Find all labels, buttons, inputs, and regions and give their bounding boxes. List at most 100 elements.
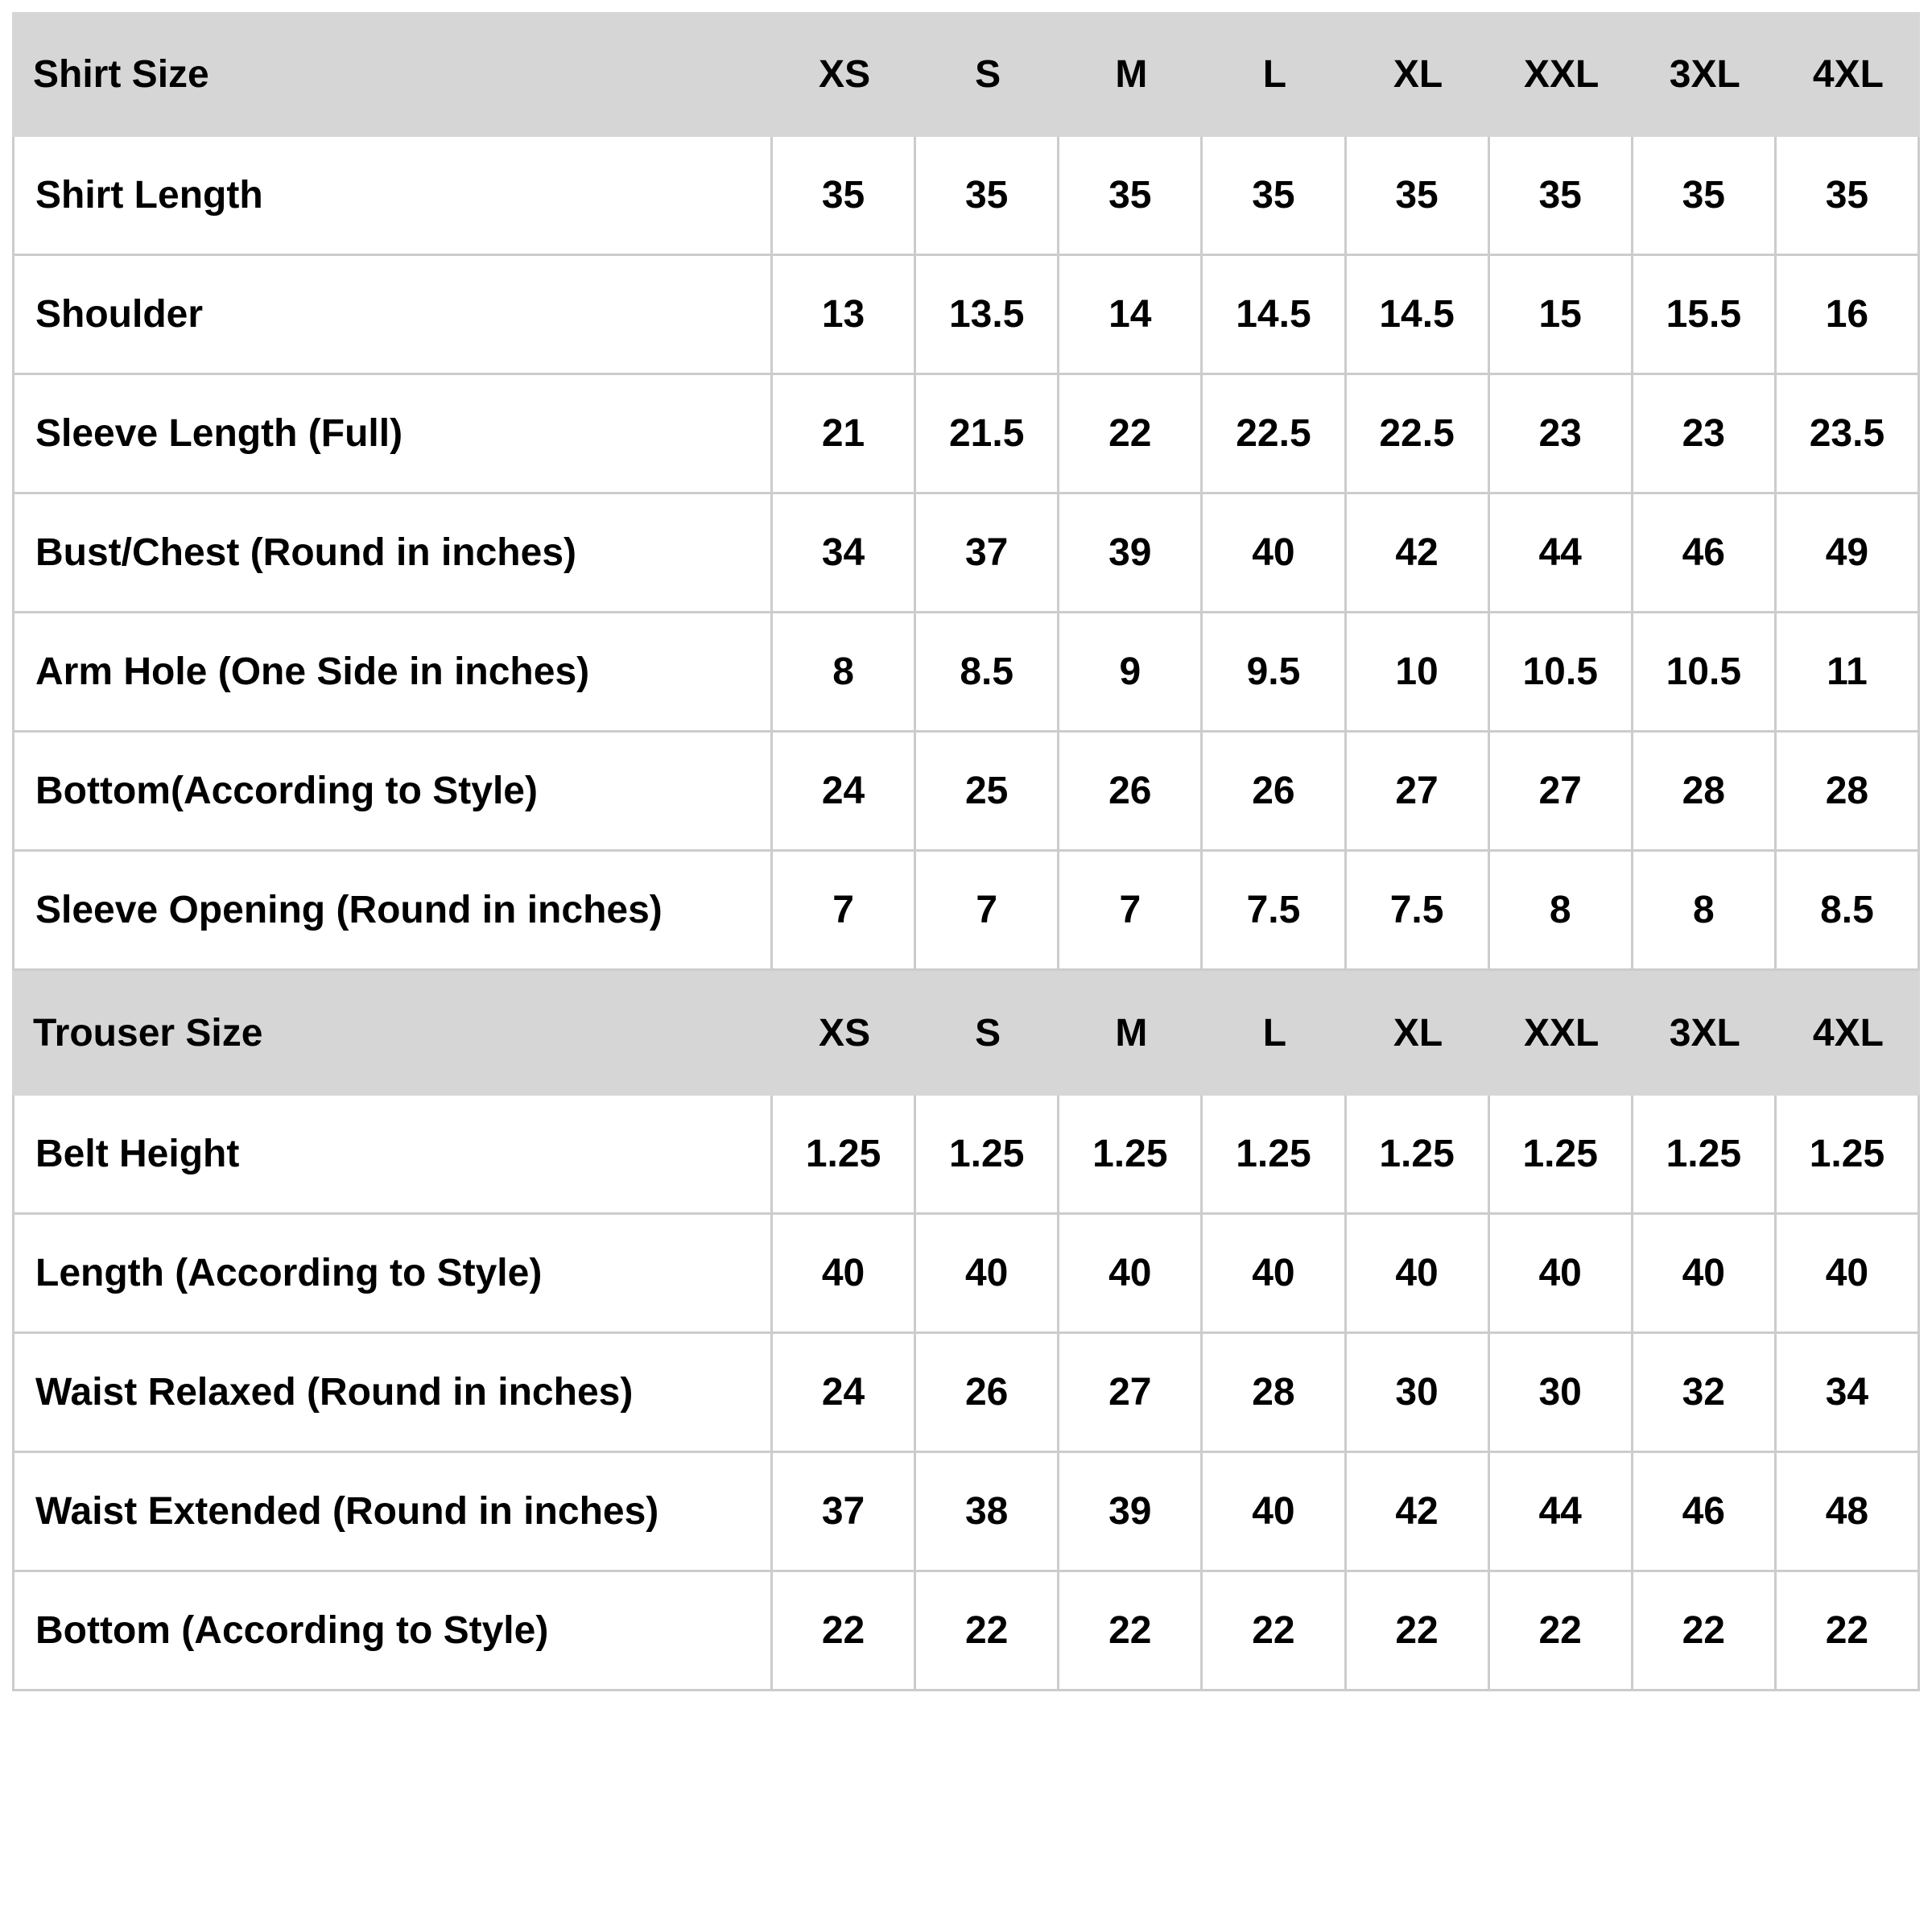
cell-value: 8 (1633, 852, 1777, 968)
cell-value: 38 (916, 1453, 1060, 1570)
cell-value: 35 (1059, 137, 1203, 254)
cell-value: 1.25 (1203, 1096, 1347, 1212)
cell-value: 44 (1490, 1453, 1633, 1570)
cell-value: 10.5 (1633, 613, 1777, 730)
cell-value: 1.25 (1777, 1096, 1920, 1212)
cell-value: 13 (773, 256, 917, 373)
cell-value: 23 (1633, 375, 1777, 492)
size-column-header-xs: XS (819, 1012, 871, 1055)
cell-value: 8 (773, 613, 917, 730)
cell-value: 10.5 (1490, 613, 1633, 730)
row-label: Length (According to Style) (12, 1215, 773, 1331)
row-label: Shoulder (12, 256, 773, 373)
cell-value: 28 (1633, 733, 1777, 849)
trouser-row-belt-height: Belt Height 1.25 1.25 1.25 1.25 1.25 1.2… (12, 1096, 1920, 1215)
cell-value: 44 (1490, 494, 1633, 611)
cell-value: 10 (1347, 613, 1490, 730)
cell-value: 30 (1347, 1334, 1490, 1451)
cell-value: 49 (1777, 494, 1920, 611)
row-label: Sleeve Length (Full) (12, 375, 773, 492)
size-column-header-s: S (975, 1012, 1001, 1055)
cell-value: 14.5 (1203, 256, 1347, 373)
cell-value: 23 (1490, 375, 1633, 492)
cell-value: 14.5 (1347, 256, 1490, 373)
cell-value: 22 (1347, 1572, 1490, 1689)
row-label: Sleeve Opening (Round in inches) (12, 852, 773, 968)
size-column-header-xl: XL (1393, 1012, 1443, 1055)
cell-value: 14 (1059, 256, 1203, 373)
row-label: Bust/Chest (Round in inches) (12, 494, 773, 611)
cell-value: 35 (1777, 137, 1920, 254)
cell-value: 7.5 (1203, 852, 1347, 968)
cell-value: 7 (916, 852, 1060, 968)
cell-value: 21 (773, 375, 917, 492)
shirt-row-bottom: Bottom(According to Style) 24 25 26 26 2… (12, 733, 1920, 852)
cell-value: 1.25 (773, 1096, 917, 1212)
cell-value: 35 (1347, 137, 1490, 254)
cell-value: 22 (1633, 1572, 1777, 1689)
cell-value: 22 (1777, 1572, 1920, 1689)
cell-value: 24 (773, 733, 917, 849)
cell-value: 35 (1490, 137, 1633, 254)
cell-value: 34 (773, 494, 917, 611)
cell-value: 1.25 (916, 1096, 1060, 1212)
cell-value: 15.5 (1633, 256, 1777, 373)
cell-value: 11 (1777, 613, 1920, 730)
size-column-header-3xl: 3XL (1669, 53, 1740, 96)
cell-value: 27 (1490, 733, 1633, 849)
size-column-header-4xl: 4XL (1812, 1012, 1884, 1055)
cell-value: 40 (1777, 1215, 1920, 1331)
cell-value: 1.25 (1490, 1096, 1633, 1212)
cell-value: 22 (773, 1572, 917, 1689)
cell-value: 40 (916, 1215, 1060, 1331)
cell-value: 46 (1633, 1453, 1777, 1570)
cell-value: 25 (916, 733, 1060, 849)
row-label: Waist Relaxed (Round in inches) (12, 1334, 773, 1451)
cell-value: 37 (916, 494, 1060, 611)
size-column-header-xl: XL (1393, 53, 1443, 96)
cell-value: 35 (916, 137, 1060, 254)
shirt-section-title: Shirt Size (33, 53, 209, 96)
cell-value: 22 (916, 1572, 1060, 1689)
cell-value: 40 (1203, 494, 1347, 611)
trouser-row-waist-extended: Waist Extended (Round in inches) 37 38 3… (12, 1453, 1920, 1572)
cell-value: 27 (1347, 733, 1490, 849)
shirt-row-bust-chest: Bust/Chest (Round in inches) 34 37 39 40… (12, 494, 1920, 613)
row-label: Bottom (According to Style) (12, 1572, 773, 1689)
size-column-header-3xl: 3XL (1669, 1012, 1740, 1055)
cell-value: 37 (773, 1453, 917, 1570)
shirt-row-shirt-length: Shirt Length 35 35 35 35 35 35 35 35 (12, 137, 1920, 256)
cell-value: 35 (1633, 137, 1777, 254)
size-column-header-xxl: XXL (1524, 1012, 1600, 1055)
cell-value: 39 (1059, 1453, 1203, 1570)
cell-value: 22.5 (1347, 375, 1490, 492)
cell-value: 24 (773, 1334, 917, 1451)
cell-value: 1.25 (1347, 1096, 1490, 1212)
cell-value: 42 (1347, 1453, 1490, 1570)
size-column-header-xs: XS (819, 53, 871, 96)
cell-value: 42 (1347, 494, 1490, 611)
cell-value: 9 (1059, 613, 1203, 730)
cell-value: 48 (1777, 1453, 1920, 1570)
size-column-header-m: M (1115, 1012, 1148, 1055)
cell-value: 26 (1059, 733, 1203, 849)
cell-value: 40 (1347, 1215, 1490, 1331)
size-chart-table: Shirt Size XS S M L XL XXL 3XL 4XL Shirt… (12, 12, 1920, 1691)
cell-value: 23.5 (1777, 375, 1920, 492)
cell-value: 7.5 (1347, 852, 1490, 968)
shirt-row-shoulder: Shoulder 13 13.5 14 14.5 14.5 15 15.5 16 (12, 256, 1920, 375)
row-label: Arm Hole (One Side in inches) (12, 613, 773, 730)
cell-value: 35 (773, 137, 917, 254)
cell-value: 22 (1490, 1572, 1633, 1689)
cell-value: 7 (773, 852, 917, 968)
cell-value: 40 (1203, 1453, 1347, 1570)
row-label: Shirt Length (12, 137, 773, 254)
cell-value: 22.5 (1203, 375, 1347, 492)
cell-value: 40 (1633, 1215, 1777, 1331)
cell-value: 26 (916, 1334, 1060, 1451)
trouser-row-bottom: Bottom (According to Style) 22 22 22 22 … (12, 1572, 1920, 1691)
size-column-header-xxl: XXL (1524, 53, 1600, 96)
cell-value: 22 (1059, 375, 1203, 492)
cell-value: 22 (1203, 1572, 1347, 1689)
size-column-header-m: M (1115, 53, 1148, 96)
